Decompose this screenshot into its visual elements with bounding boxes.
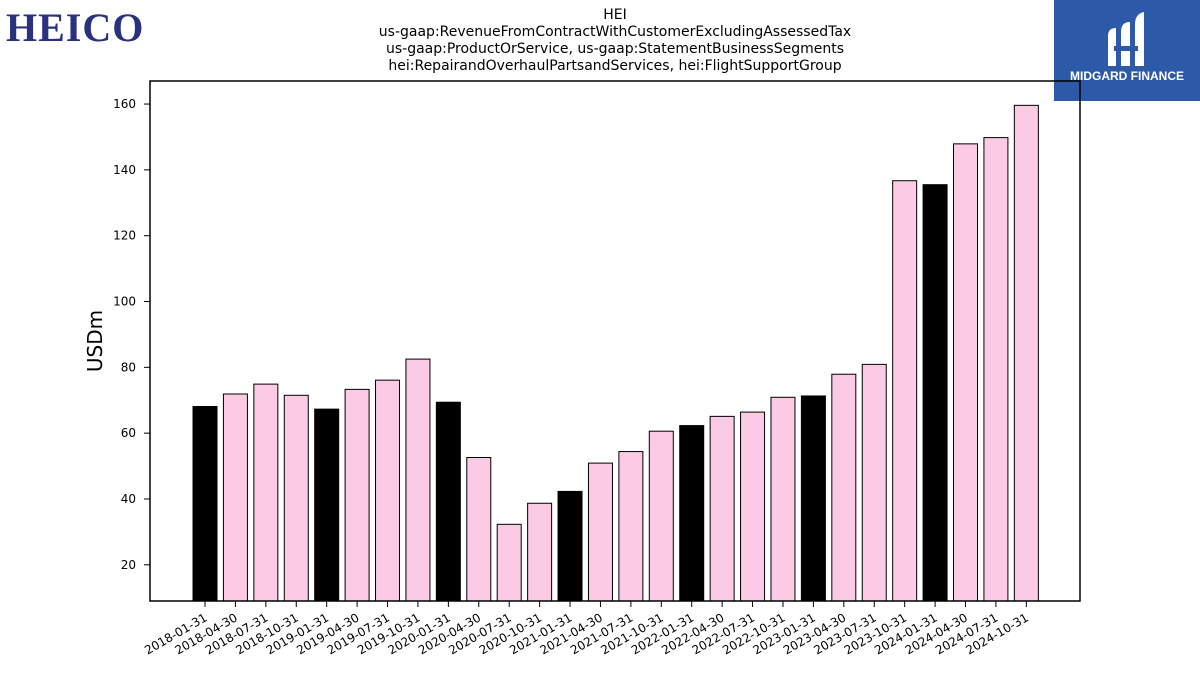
y-tick-label: 160 (113, 97, 136, 111)
plot-frame (149, 80, 1081, 602)
y-tick-label: 120 (113, 229, 136, 243)
midgard-finance-logo: MIDGARD FINANCE (1054, 0, 1200, 101)
bar-2020-10-31 (527, 502, 553, 602)
y-tick-label: 140 (113, 163, 136, 177)
bar-2020-04-30 (466, 457, 492, 602)
bar-2022-01-31 (679, 425, 705, 602)
bar-2024-07-31 (983, 137, 1009, 602)
bar-2024-10-31 (1013, 104, 1039, 602)
heico-logo: HEICO (6, 5, 145, 50)
midgard-brand-text: MIDGARD FINANCE (1070, 69, 1184, 83)
bar-2024-04-30 (953, 143, 978, 602)
bar-2018-10-31 (283, 394, 309, 602)
bar-2021-01-31 (557, 490, 583, 602)
bar-2023-04-30 (831, 373, 857, 602)
bar-2021-07-31 (618, 451, 644, 602)
bar-2022-04-30 (709, 415, 735, 602)
bar-2019-10-31 (405, 358, 431, 602)
bar-2019-04-30 (344, 388, 370, 602)
bar-2018-07-31 (253, 383, 279, 602)
bar-2021-04-30 (587, 462, 613, 602)
title-line-4: hei:RepairandOverhaulPartsandServices, h… (388, 58, 842, 74)
midgard-mark-icon (1108, 12, 1144, 66)
bar-2023-01-31 (800, 395, 826, 602)
y-tick-label: 20 (121, 558, 136, 572)
y-axis-label: USDm (83, 310, 107, 372)
y-tick-label: 80 (121, 360, 136, 374)
chart-title: HEI us-gaap:RevenueFromContractWithCusto… (315, 7, 915, 75)
bar-2018-01-31 (192, 405, 218, 602)
bar-2021-10-31 (648, 430, 674, 602)
title-line-1: HEI (603, 7, 627, 23)
y-tick-label: 60 (121, 426, 136, 440)
bar-2020-07-31 (496, 523, 522, 602)
y-tick-label: 100 (113, 295, 136, 309)
title-line-3: us-gaap:ProductOrService, us-gaap:Statem… (385, 41, 844, 57)
bar-2023-07-31 (861, 363, 887, 602)
bar-2022-07-31 (740, 411, 766, 602)
x-axis: 2018-01-312018-04-302018-07-312018-10-31… (142, 601, 1031, 657)
bars-group (192, 104, 1039, 602)
bar-2022-10-31 (770, 396, 796, 602)
bar-2019-07-31 (375, 379, 401, 602)
title-line-2: us-gaap:RevenueFromContractWithCustomerE… (378, 24, 852, 40)
bar-2024-01-31 (922, 184, 948, 602)
bar-2018-04-30 (222, 393, 248, 602)
bar-2020-01-31 (435, 401, 461, 602)
bar-2019-01-31 (314, 408, 340, 602)
y-tick-label: 40 (121, 492, 136, 506)
y-axis: 20 40 60 80 100 120 140 160 (113, 97, 150, 572)
bar-2023-10-31 (892, 180, 918, 602)
